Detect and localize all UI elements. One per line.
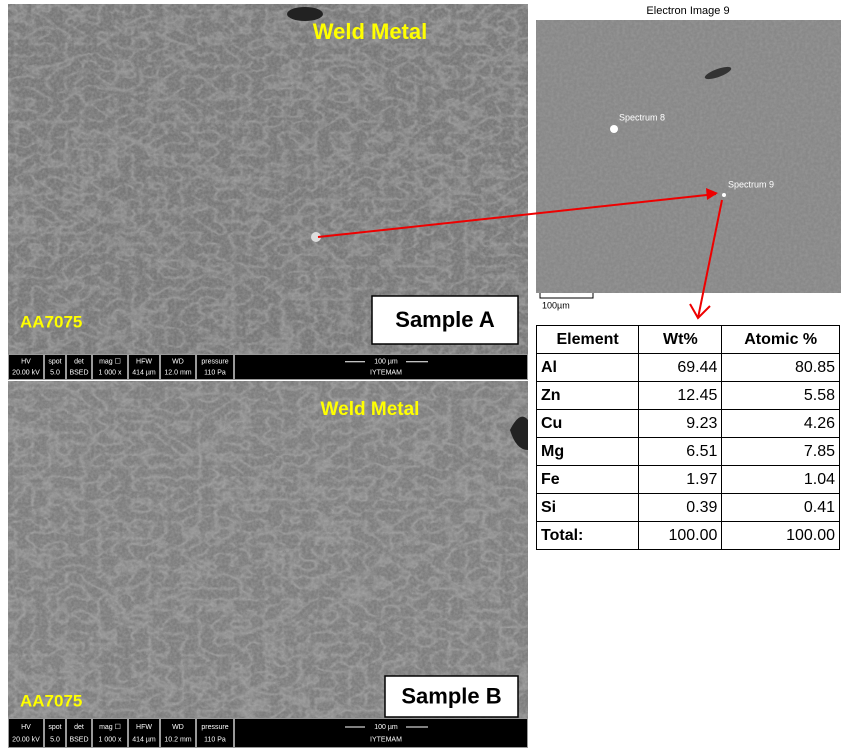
info-value: 5.0	[50, 736, 60, 743]
table-cell: 69.44	[639, 354, 722, 382]
table-cell: 7.85	[722, 438, 840, 466]
electron-image-title: Electron Image 9	[646, 5, 729, 17]
table-cell: 5.58	[722, 382, 840, 410]
texture	[8, 381, 528, 718]
table-cell: 6.51	[639, 438, 722, 466]
spectrum-label: Spectrum 8	[619, 112, 665, 122]
info-value: 5.0	[50, 370, 60, 377]
info-value: 20.00 kV	[12, 370, 40, 377]
sample-label: Sample B	[401, 683, 501, 708]
table-cell: Mg	[537, 438, 639, 466]
info-header: HV	[21, 724, 31, 731]
info-header: WD	[172, 724, 184, 731]
texture	[536, 20, 841, 293]
table-cell: Si	[537, 494, 639, 522]
info-header: pressure	[201, 724, 228, 731]
region-label: Weld Metal	[321, 399, 420, 420]
info-header: HFW	[136, 359, 152, 366]
info-value: 10.2 mm	[164, 736, 191, 743]
table-cell: Atomic %	[722, 326, 840, 354]
table-cell: 80.85	[722, 354, 840, 382]
info-header: spot	[48, 359, 61, 366]
info-header: mag ☐	[99, 723, 121, 731]
sample-label: Sample A	[395, 307, 495, 332]
table-cell: Element	[537, 326, 639, 354]
table-cell: Al	[537, 354, 639, 382]
info-value: BSED	[69, 736, 88, 743]
info-header: WD	[172, 359, 184, 366]
table-cell: 12.45	[639, 382, 722, 410]
scale-bar	[540, 293, 593, 298]
info-value: BSED	[69, 370, 88, 377]
scale-label: 100 µm	[374, 359, 398, 366]
table-cell: 0.39	[639, 494, 722, 522]
info-value: 110 Pa	[204, 736, 226, 743]
table-cell: 9.23	[639, 410, 722, 438]
info-value: 12.0 mm	[164, 370, 191, 377]
table-cell: Zn	[537, 382, 639, 410]
lab-label: IYTEMAM	[370, 370, 402, 377]
region-label: Weld Metal	[313, 19, 428, 44]
table-cell: Cu	[537, 410, 639, 438]
spectrum-point	[722, 193, 726, 197]
table-row: Total:100.00100.00	[537, 522, 840, 550]
table-cell: 0.41	[722, 494, 840, 522]
scale-label: 100µm	[542, 300, 570, 310]
spectrum-label: Spectrum 9	[728, 179, 774, 189]
info-bar	[8, 718, 528, 748]
info-header: HFW	[136, 724, 152, 731]
info-header: pressure	[201, 359, 228, 366]
info-value: 414 µm	[132, 736, 156, 743]
scale-label: 100 µm	[374, 724, 398, 731]
page: Weld Metal AA7075 Sample A HV 20.00 kV spot 5.…	[0, 0, 841, 753]
table-cell: Wt%	[639, 326, 722, 354]
table-cell: 100.00	[639, 522, 722, 550]
info-value: 110 Pa	[204, 370, 226, 377]
info-header: det	[74, 724, 84, 731]
lab-label: IYTEMAM	[370, 736, 402, 743]
info-header: HV	[21, 359, 31, 366]
info-value: 20.00 kV	[12, 736, 40, 743]
info-value: 1 000 x	[99, 370, 122, 377]
info-header: spot	[48, 724, 61, 731]
table-cell: 1.04	[722, 466, 840, 494]
spectrum-point	[610, 125, 618, 133]
table-cell: Fe	[537, 466, 639, 494]
material-label: AA7075	[20, 691, 82, 710]
info-header: det	[74, 359, 84, 366]
info-header: mag ☐	[99, 358, 121, 366]
info-value: 1 000 x	[99, 736, 122, 743]
table-cell: 1.97	[639, 466, 722, 494]
material-label: AA7075	[20, 312, 82, 331]
table-cell: Total:	[537, 522, 639, 550]
table-cell: 100.00	[722, 522, 840, 550]
info-value: 414 µm	[132, 370, 156, 377]
table-cell: 4.26	[722, 410, 840, 438]
